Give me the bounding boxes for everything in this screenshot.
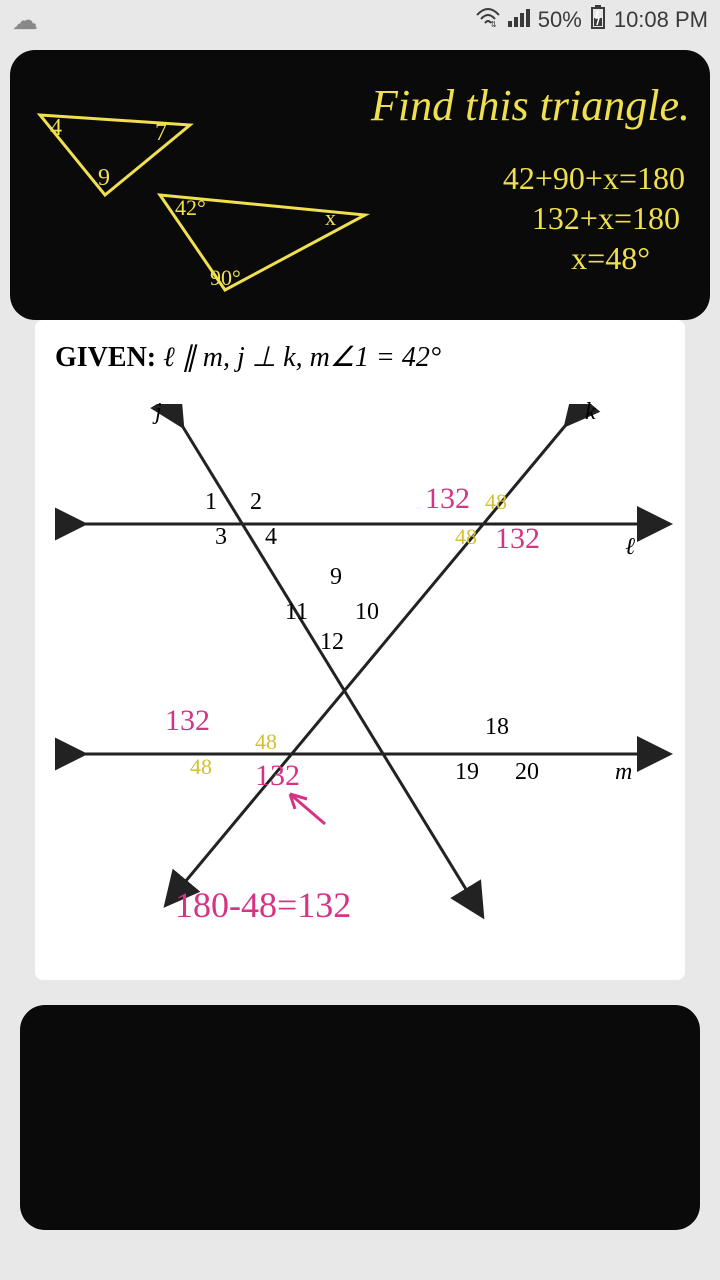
angle-20: 20 [515,759,539,786]
angle-2: 2 [250,489,262,516]
label-j: j [155,399,162,426]
signal-icon [508,7,530,33]
status-bar: ☁ ⇅ 50% 10:08 PM [0,0,720,40]
angle-11: 11 [285,599,308,626]
handwritten-title: Find this triangle. [371,80,690,131]
status-time: 10:08 PM [614,7,708,33]
status-left: ☁ [12,5,38,36]
pink-132-bottom-left: 132 [165,704,210,738]
wifi-icon: ⇅ [476,7,500,33]
given-text: ℓ ∥ m, j ⊥ k, m∠1 = 42° [156,342,441,373]
svg-text:⇅: ⇅ [490,20,497,27]
tri1-label-9: 9 [98,165,110,191]
angle-9: 9 [330,564,342,591]
pink-arrow [290,794,325,824]
angle-18: 18 [485,714,509,741]
handwritten-eq1: 42+90+x=180 [503,160,685,197]
tri2-label-90: 90° [210,265,241,290]
content-area: Find this triangle. 42+90+x=180 132+x=18… [0,50,720,1230]
cloud-icon: ☁ [12,5,38,35]
yellow-48-bl-t: 48 [255,729,277,755]
pink-132-top-right-2: 132 [495,522,540,556]
pink-132-bottom-left-2: 132 [255,759,300,793]
problem-paper: GIVEN: ℓ ∥ m, j ⊥ k, m∠1 = 42° [35,320,685,980]
line-k [175,414,575,894]
angle-12: 12 [320,629,344,656]
handwritten-eq2: 132+x=180 [532,200,680,237]
geometry-diagram: j k ℓ m 1 2 3 4 9 10 11 12 18 19 20 132 … [55,404,665,964]
given-line: GIVEN: ℓ ∥ m, j ⊥ k, m∠1 = 42° [55,340,665,374]
bottom-black-region [20,1005,700,1230]
label-l: ℓ [625,534,635,561]
angle-3: 3 [215,524,227,551]
tri2-label-42: 42° [175,195,206,220]
given-prefix: GIVEN: [55,342,156,373]
pink-132-top-right: 132 [425,482,470,516]
tri1-label-4: 4 [50,115,62,141]
battery-icon [590,5,606,35]
label-k: k [585,399,596,426]
battery-pct: 50% [538,7,582,33]
angle-19: 19 [455,759,479,786]
handwritten-eq3: x=48° [571,240,650,277]
angle-4: 4 [265,524,277,551]
yellow-48-bl: 48 [190,754,212,780]
angle-1: 1 [205,489,217,516]
blackboard-region: Find this triangle. 42+90+x=180 132+x=18… [10,50,710,320]
status-right: ⇅ 50% 10:08 PM [476,5,708,35]
tri2-label-x: x [325,205,336,230]
angle-10: 10 [355,599,379,626]
triangle-sketch-2: 42° x 90° [150,170,380,305]
tri1-label-7: 7 [155,120,167,146]
yellow-48-tr: 48 [485,489,507,515]
label-m: m [615,759,632,786]
yellow-48-tr-l: 48 [455,524,477,550]
pink-equation: 180-48=132 [175,884,351,926]
